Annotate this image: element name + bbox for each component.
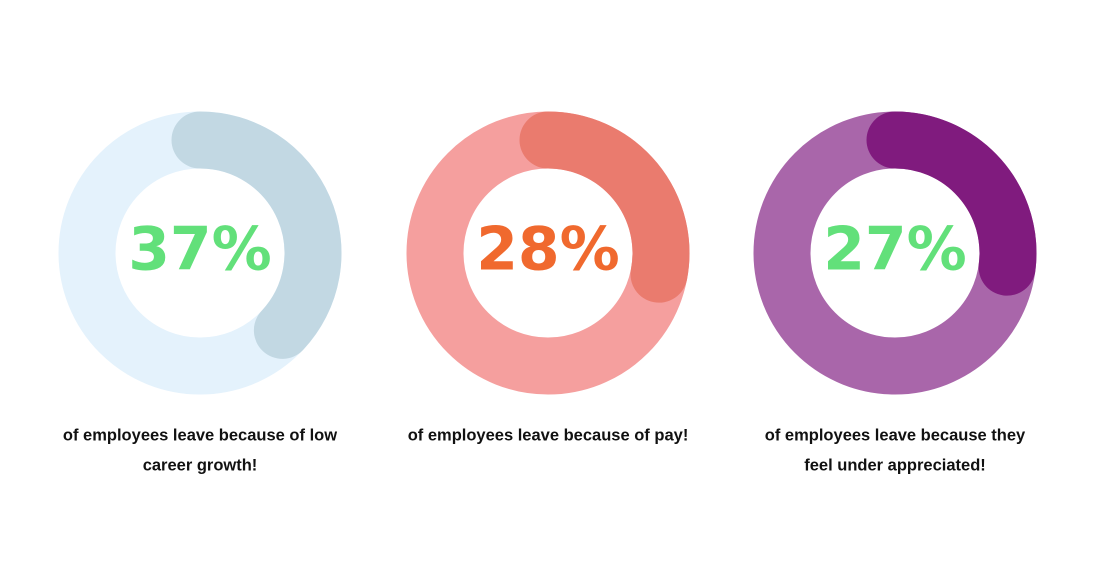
caption: of employees leave because of low <box>63 426 337 444</box>
percent-label: 27% <box>823 215 967 285</box>
donut-arc <box>866 111 1037 296</box>
donut-arc <box>171 111 342 359</box>
percent-label: 28% <box>476 215 620 285</box>
percent-label: 37% <box>128 215 272 285</box>
caption: career growth! <box>143 456 258 474</box>
caption: feel under appreciated! <box>804 456 986 474</box>
caption: of employees leave because they <box>765 426 1026 444</box>
caption: of employees leave because of pay! <box>408 426 689 444</box>
donut-arc <box>519 111 690 303</box>
